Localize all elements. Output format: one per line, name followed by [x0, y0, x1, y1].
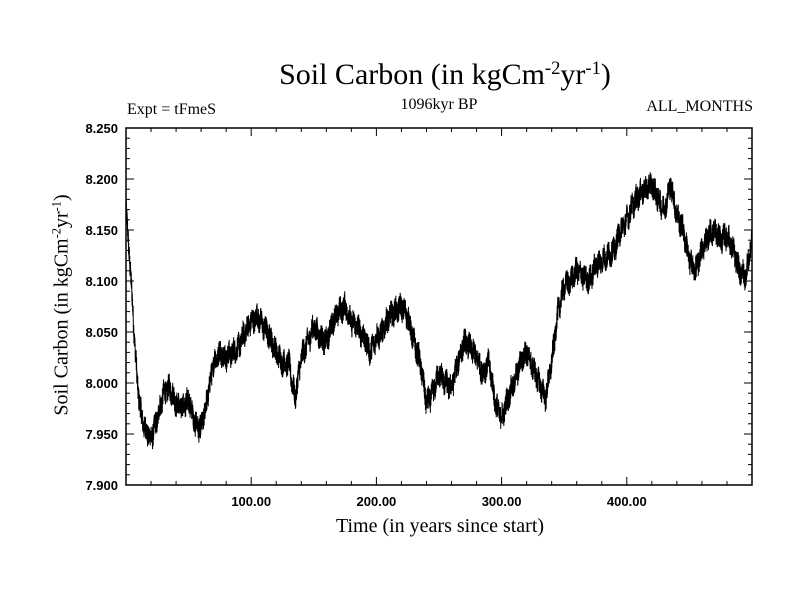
y-tick-label: 8.200	[85, 172, 118, 187]
x-tick-label: 400.00	[607, 494, 647, 509]
y-tick-label: 8.150	[85, 223, 118, 238]
period-label: 1096kyr BP	[400, 96, 478, 113]
x-axis-label: Time (in years since start)	[335, 515, 545, 537]
months-label: ALL_MONTHS	[646, 98, 753, 115]
y-tick-label: 7.950	[85, 427, 118, 442]
series-line	[125, 172, 753, 450]
y-tick-label: 8.100	[85, 274, 118, 289]
y-tick-label: 8.000	[85, 376, 118, 391]
series-layer	[125, 172, 753, 450]
x-tick-label: 100.00	[231, 494, 271, 509]
chart-title: Soil Carbon (in kgCm-2yr-1)	[279, 57, 611, 91]
plot-frame	[125, 127, 753, 486]
y-tick-label: 8.050	[85, 325, 118, 340]
y-tick-label: 8.250	[85, 121, 118, 136]
x-tick-label: 300.00	[482, 494, 522, 509]
x-tick-label: 200.00	[357, 494, 397, 509]
experiment-label: Expt = tFmeS	[127, 101, 217, 118]
y-tick-label: 7.900	[85, 478, 118, 493]
tick-layer: 100.00 200.00 300.00 400.00 7.900 7.950 8.000 8…	[85, 121, 752, 509]
